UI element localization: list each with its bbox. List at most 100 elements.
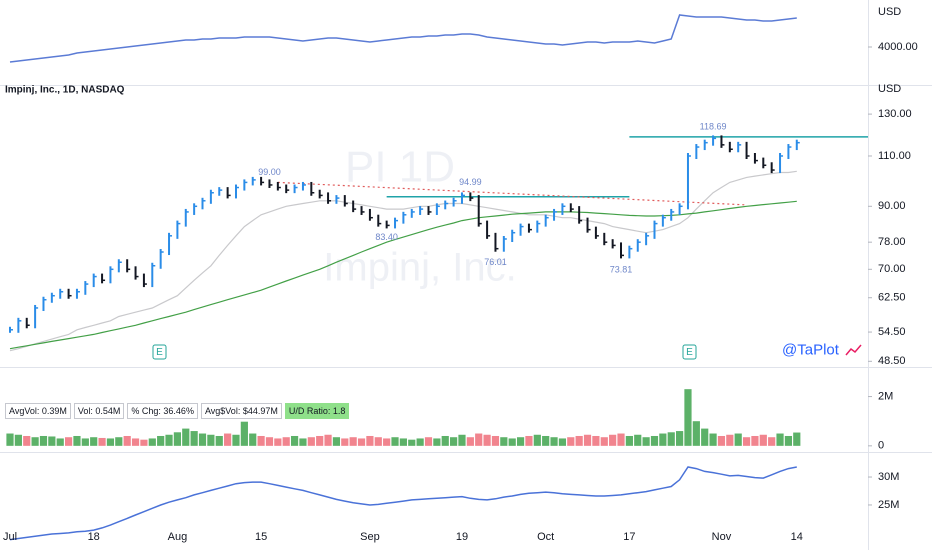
price-bar bbox=[645, 232, 650, 246]
volume-bar bbox=[56, 438, 64, 446]
x-tick-label: 17 bbox=[623, 531, 635, 543]
price-bar bbox=[712, 135, 717, 146]
price-bar bbox=[770, 162, 775, 174]
price-bar bbox=[519, 223, 524, 236]
price-bar bbox=[92, 273, 97, 288]
volume-bar bbox=[207, 434, 215, 446]
price-bar bbox=[561, 203, 566, 215]
volume-bar bbox=[533, 434, 541, 446]
volume-bar bbox=[299, 438, 307, 446]
volume-bar bbox=[742, 437, 751, 446]
price-bar bbox=[762, 157, 767, 169]
volume-bar bbox=[274, 438, 282, 446]
price-bar bbox=[444, 200, 449, 210]
volume-bar bbox=[140, 439, 148, 446]
price-bar bbox=[636, 239, 641, 252]
legend-title: Impinj, Inc., 1D, NASDAQ bbox=[5, 85, 125, 96]
volume-bar bbox=[190, 431, 198, 446]
volume-bar bbox=[450, 437, 458, 446]
price-bar bbox=[486, 220, 491, 239]
price-bar bbox=[661, 214, 666, 227]
volume-bar bbox=[583, 434, 592, 446]
price-bar bbox=[142, 273, 147, 288]
volume-bar bbox=[768, 437, 776, 446]
price-bar bbox=[402, 211, 407, 224]
volume-bar bbox=[416, 438, 424, 446]
volume-bar bbox=[617, 433, 625, 446]
price-bar bbox=[527, 223, 532, 233]
price-bar bbox=[226, 187, 231, 199]
volume-bar bbox=[106, 438, 115, 446]
y-tick-label: 30M bbox=[878, 471, 899, 483]
price-bar bbox=[653, 220, 658, 239]
volume-bar bbox=[567, 437, 575, 446]
price-bar bbox=[737, 141, 742, 153]
stat: Avg$Vol: $44.97M bbox=[200, 403, 282, 419]
volume-bar bbox=[684, 389, 692, 446]
price-bar bbox=[293, 184, 298, 194]
x-tick-label: 19 bbox=[456, 531, 468, 543]
unit-label: USD bbox=[878, 6, 901, 18]
price-bar bbox=[536, 220, 541, 233]
x-tick-label: Aug bbox=[168, 531, 188, 543]
volume-bar bbox=[157, 435, 165, 446]
y-tick-label: 4000.00 bbox=[878, 41, 918, 53]
volume-bar bbox=[148, 438, 156, 446]
volume-bar bbox=[592, 435, 600, 446]
price-bar bbox=[469, 192, 474, 202]
trendline bbox=[277, 181, 747, 206]
stats-bar: AvgVol: 0.39M Vol: 0.54M % Chg: 36.46% A… bbox=[5, 403, 350, 419]
earnings-icon bbox=[682, 344, 697, 360]
price-bar bbox=[494, 232, 499, 252]
price-bar bbox=[75, 288, 80, 299]
price-bar bbox=[343, 195, 348, 207]
price-bar bbox=[209, 189, 214, 204]
x-tick-label: Oct bbox=[537, 531, 554, 543]
volume-bar bbox=[793, 432, 801, 446]
volume-bar bbox=[650, 435, 659, 446]
price-bar bbox=[268, 179, 273, 188]
price-bar bbox=[377, 214, 382, 227]
volume-bar bbox=[257, 435, 265, 446]
price-bar bbox=[327, 192, 332, 204]
x-tick-label: Sep bbox=[360, 531, 380, 543]
price-bar bbox=[511, 229, 516, 243]
price-bar bbox=[620, 242, 625, 259]
price-bar bbox=[427, 206, 432, 215]
price-bar bbox=[34, 304, 39, 329]
price-bar bbox=[184, 208, 189, 227]
earnings-icon bbox=[152, 344, 167, 360]
volume-bar bbox=[609, 434, 617, 446]
y-tick-label: 90.00 bbox=[878, 200, 906, 212]
price-bar bbox=[753, 152, 758, 164]
price-bar bbox=[17, 317, 22, 333]
price-bar bbox=[109, 266, 114, 284]
volume-bar bbox=[316, 435, 324, 446]
earnings-label: E bbox=[156, 347, 163, 358]
volume-bar bbox=[466, 437, 474, 446]
volume-bar bbox=[516, 437, 525, 446]
price-bar bbox=[360, 206, 365, 215]
volume-bar bbox=[366, 435, 374, 446]
brand: @TaPlot bbox=[782, 341, 840, 358]
price-bar bbox=[779, 152, 784, 174]
volume-bar bbox=[625, 435, 633, 446]
price-bar bbox=[59, 288, 64, 299]
price-bar bbox=[251, 176, 256, 186]
price-label: 73.81 bbox=[610, 264, 633, 274]
price-bar bbox=[394, 217, 399, 229]
volume-bar bbox=[341, 438, 349, 446]
volume-bar bbox=[751, 435, 759, 446]
volume-bar bbox=[249, 433, 257, 446]
price-label: 83.40 bbox=[375, 232, 398, 242]
volume-bar bbox=[115, 437, 123, 446]
price-bar bbox=[410, 208, 415, 218]
volume-bar bbox=[23, 435, 31, 446]
volume-bar bbox=[642, 437, 650, 446]
price-bar bbox=[703, 139, 708, 151]
price-bar bbox=[151, 262, 156, 288]
volume-bar bbox=[558, 438, 567, 446]
